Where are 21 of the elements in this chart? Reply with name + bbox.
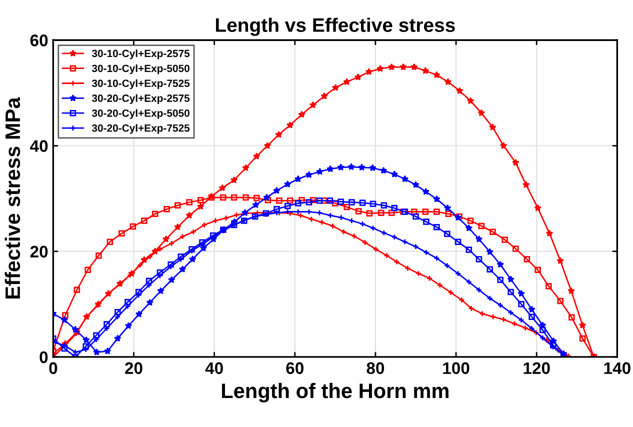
legend-label: 30-10-Cyl+Exp-7525: [92, 79, 190, 90]
y-tick-label: 20: [30, 246, 48, 258]
x-tick-label: 40: [205, 362, 223, 374]
y-tick-label: 60: [30, 34, 48, 46]
legend-label: 30-20-Cyl+Exp-7525: [92, 124, 190, 134]
x-axis-title: Length of the Horn mm: [222, 382, 448, 402]
legend-label: 30-20-Cyl+Exp-2575: [92, 94, 190, 104]
x-tick-label: 80: [366, 362, 384, 374]
legend-label: 30-20-Cyl+Exp-5050: [92, 109, 190, 119]
y-tick-label: 0: [40, 351, 48, 364]
y-tick-label: 40: [30, 140, 48, 152]
legend-label: 30-10-Cyl+Exp-2575: [92, 50, 190, 60]
x-tick-label: 100: [443, 362, 470, 374]
y-axis-title: Effective stress MPa: [4, 97, 20, 298]
x-tick-label: 140: [604, 362, 630, 374]
x-tick-label: 120: [524, 362, 550, 374]
x-tick-label: 0: [49, 362, 58, 374]
x-tick-label: 20: [125, 362, 142, 374]
chart-title: Length vs Effective stress: [216, 18, 455, 36]
legend-label: 30-10-Cyl+Exp-5050: [92, 64, 190, 74]
x-tick-label: 60: [286, 362, 304, 374]
